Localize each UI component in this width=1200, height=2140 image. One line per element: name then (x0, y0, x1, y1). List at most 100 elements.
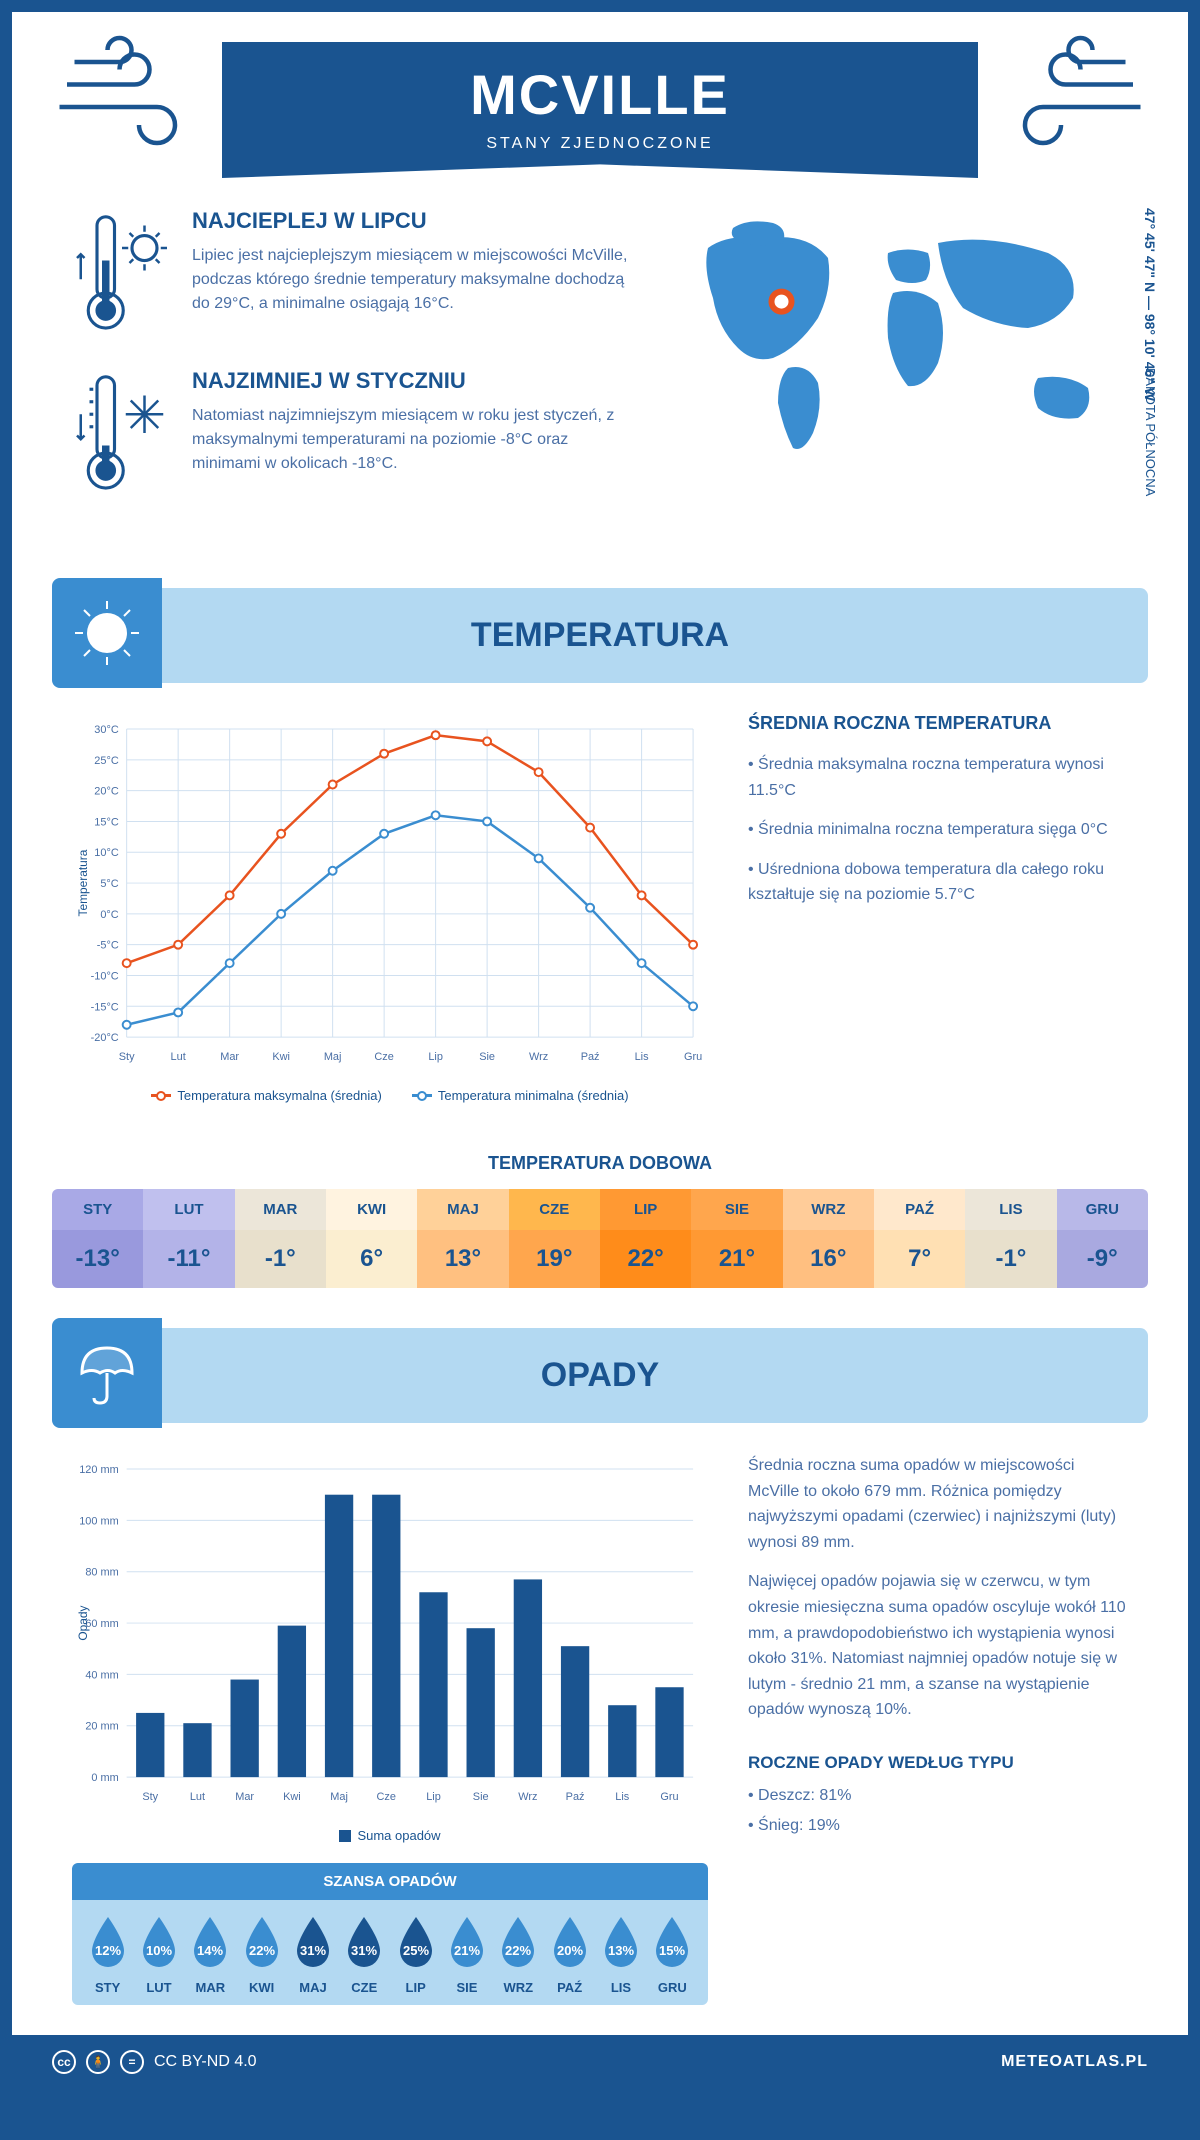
city-title: MCVILLE (302, 62, 898, 127)
svg-text:-10°C: -10°C (91, 970, 119, 982)
temperature-line-chart: -20°C-15°C-10°C-5°C0°C5°C10°C15°C20°C25°… (72, 713, 708, 1103)
svg-text:Maj: Maj (330, 1791, 348, 1803)
svg-text:Opady: Opady (76, 1605, 90, 1640)
temp-table-col: CZE19° (509, 1189, 600, 1288)
chance-drop: 21%SIE (441, 1915, 492, 1995)
svg-text:15°C: 15°C (94, 816, 119, 828)
svg-text:25%: 25% (403, 1943, 429, 1958)
svg-text:15%: 15% (659, 1943, 685, 1958)
sun-icon (52, 578, 162, 688)
legend-min: Temperatura minimalna (średnia) (412, 1088, 629, 1103)
svg-text:Paź: Paź (581, 1051, 600, 1063)
world-map-container: 47° 45' 47" N — 98° 10' 46" W DAKOTA PÓŁ… (678, 208, 1128, 528)
location-marker (772, 292, 792, 312)
temperature-legend: Temperatura maksymalna (średnia) Tempera… (72, 1088, 708, 1103)
svg-text:Lis: Lis (615, 1791, 630, 1803)
chance-title: SZANSA OPADÓW (72, 1863, 708, 1900)
svg-text:Paź: Paź (566, 1791, 585, 1803)
temp-table-col: LIP22° (600, 1189, 691, 1288)
precipitation-chart-row: 0 mm20 mm40 mm60 mm80 mm100 mm120 mmStyL… (12, 1453, 1188, 2035)
precip-rain: • Deszcz: 81% (748, 1783, 1128, 1809)
page: MCVILLE STANY ZJEDNOCZONE (12, 12, 1188, 2089)
svg-text:22%: 22% (249, 1943, 275, 1958)
precipitation-legend: Suma opadów (72, 1828, 708, 1843)
svg-text:25°C: 25°C (94, 755, 119, 767)
svg-text:Lis: Lis (635, 1051, 650, 1063)
svg-text:30°C: 30°C (94, 724, 119, 736)
svg-text:40 mm: 40 mm (85, 1669, 118, 1681)
warmest-title: NAJCIEPLEJ W LIPCU (192, 208, 638, 234)
svg-text:Mar: Mar (220, 1051, 239, 1063)
svg-text:Kwi: Kwi (283, 1791, 301, 1803)
temp-stat-item: • Średnia maksymalna roczna temperatura … (748, 752, 1128, 803)
cc-icon: cc (52, 2050, 76, 2074)
chance-drop: 13%LIS (595, 1915, 646, 1995)
svg-text:22%: 22% (505, 1943, 531, 1958)
svg-text:Sty: Sty (119, 1051, 135, 1063)
svg-text:120 mm: 120 mm (79, 1464, 118, 1476)
chance-drop: 12%STY (82, 1915, 133, 1995)
temp-table-col: LUT-11° (143, 1189, 234, 1288)
temp-table-col: LIS-1° (965, 1189, 1056, 1288)
svg-text:Lut: Lut (190, 1791, 205, 1803)
daily-temp-title: TEMPERATURA DOBOWA (12, 1153, 1188, 1174)
chance-drop: 15%GRU (647, 1915, 698, 1995)
temperature-title: TEMPERATURA (471, 616, 729, 654)
header: MCVILLE STANY ZJEDNOCZONE (12, 12, 1188, 178)
license-text: CC BY-ND 4.0 (154, 2053, 257, 2071)
chance-drop: 20%PAŹ (544, 1915, 595, 1995)
warmest-description: Lipiec jest najcieplejszym miesiącem w m… (192, 244, 638, 316)
daily-temp-table: STY-13°LUT-11°MAR-1°KWI6°MAJ13°CZE19°LIP… (52, 1189, 1148, 1288)
temp-table-col: MAR-1° (235, 1189, 326, 1288)
chance-drop: 14%MAR (185, 1915, 236, 1995)
precipitation-section-header: OPADY (52, 1328, 1148, 1423)
umbrella-icon (52, 1318, 162, 1428)
svg-text:0°C: 0°C (100, 909, 118, 921)
temp-table-col: MAJ13° (417, 1189, 508, 1288)
legend-precip: Suma opadów (339, 1828, 440, 1843)
legend-max: Temperatura maksymalna (średnia) (151, 1088, 381, 1103)
svg-text:10°C: 10°C (94, 847, 119, 859)
temp-stat-item: • Średnia minimalna roczna temperatura s… (748, 817, 1128, 843)
temp-table-col: KWI6° (326, 1189, 417, 1288)
chance-drop: 31%MAJ (287, 1915, 338, 1995)
svg-text:Sty: Sty (142, 1791, 158, 1803)
svg-text:Sie: Sie (473, 1791, 489, 1803)
svg-text:Kwi: Kwi (272, 1051, 290, 1063)
region-label: DAKOTA PÓŁNOCNA (1143, 368, 1158, 496)
svg-text:60 mm: 60 mm (85, 1618, 118, 1630)
svg-text:12%: 12% (95, 1943, 121, 1958)
temp-table-col: PAŹ7° (874, 1189, 965, 1288)
svg-text:0 mm: 0 mm (91, 1772, 118, 1784)
coldest-block: NAJZIMNIEJ W STYCZNIU Natomiast najzimni… (72, 368, 638, 498)
svg-text:13%: 13% (608, 1943, 634, 1958)
svg-text:Cze: Cze (374, 1051, 393, 1063)
warmest-block: NAJCIEPLEJ W LIPCU Lipiec jest najcieple… (72, 208, 638, 338)
svg-text:Gru: Gru (660, 1791, 678, 1803)
precip-text-2: Najwięcej opadów pojawia się w czerwcu, … (748, 1569, 1128, 1723)
svg-text:Wrz: Wrz (529, 1051, 548, 1063)
svg-text:Gru: Gru (684, 1051, 702, 1063)
precip-snow: • Śnieg: 19% (748, 1813, 1128, 1839)
thermometer-cold-icon (72, 368, 172, 498)
svg-text:Lip: Lip (428, 1051, 443, 1063)
svg-text:Maj: Maj (324, 1051, 342, 1063)
precip-text-1: Średnia roczna suma opadów w miejscowośc… (748, 1453, 1128, 1555)
nd-icon: = (120, 2050, 144, 2074)
site-name: METEOATLAS.PL (1001, 2053, 1148, 2071)
chance-drop: 31%CZE (339, 1915, 390, 1995)
chance-drop: 22%WRZ (493, 1915, 544, 1995)
chance-drop: 10%LUT (133, 1915, 184, 1995)
precipitation-bar-chart: 0 mm20 mm40 mm60 mm80 mm100 mm120 mmStyL… (72, 1453, 708, 2005)
svg-text:Cze: Cze (377, 1791, 396, 1803)
by-icon: 🧍 (86, 2050, 110, 2074)
svg-text:14%: 14% (197, 1943, 223, 1958)
temp-stats-title: ŚREDNIA ROCZNA TEMPERATURA (748, 713, 1128, 734)
svg-text:10%: 10% (146, 1943, 172, 1958)
intro-section: NAJCIEPLEJ W LIPCU Lipiec jest najcieple… (12, 178, 1188, 568)
precip-types: ROCZNE OPADY WEDŁUG TYPU • Deszcz: 81% •… (748, 1753, 1128, 1838)
temperature-chart-row: -20°C-15°C-10°C-5°C0°C5°C10°C15°C20°C25°… (12, 713, 1188, 1133)
svg-text:5°C: 5°C (100, 878, 118, 890)
country-subtitle: STANY ZJEDNOCZONE (302, 135, 898, 153)
svg-text:Sie: Sie (479, 1051, 495, 1063)
